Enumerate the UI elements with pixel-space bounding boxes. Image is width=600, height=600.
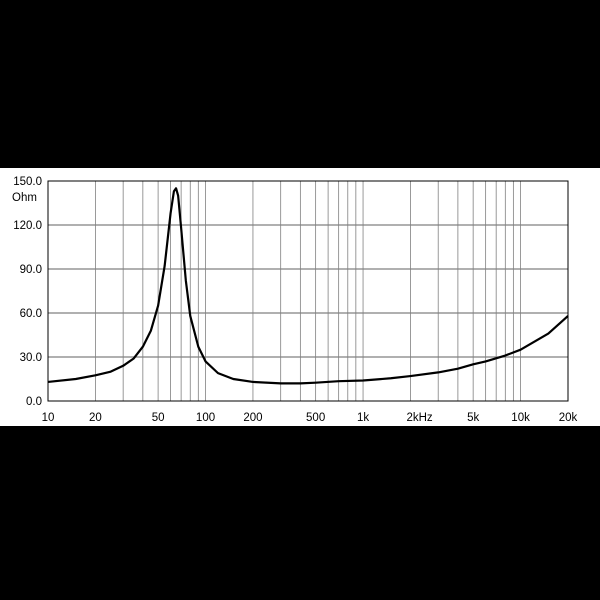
x-tick-label: 50 xyxy=(152,412,165,424)
x-tick-label: 500 xyxy=(306,412,325,424)
grid-layer xyxy=(48,181,568,401)
x-tick-label: 10 xyxy=(42,412,55,424)
y-tick-label: 60.0 xyxy=(20,308,42,320)
x-tick-label: 100 xyxy=(196,412,215,424)
x-tick-label: 200 xyxy=(243,412,262,424)
impedance-curve xyxy=(47,187,569,385)
label-layer: 0.0 30.0 60.0 90.0 120.0 150.0 Ohm 10 20 50 100 200… xyxy=(12,176,578,424)
y-tick-label: 150.0 xyxy=(13,176,42,188)
y-tick-label: 30.0 xyxy=(20,352,42,364)
x-tick-label: 20k xyxy=(559,412,578,424)
x-tick-label: 1k xyxy=(357,412,369,424)
y-tick-label: 120.0 xyxy=(13,220,42,232)
chart-panel: 0.0 30.0 60.0 90.0 120.0 150.0 Ohm 10 20 50 100 200… xyxy=(0,168,600,426)
x-tick-label: 20 xyxy=(89,412,102,424)
plot-frame xyxy=(47,180,569,402)
y-unit-label: Ohm xyxy=(12,192,37,204)
y-tick-label: 90.0 xyxy=(20,264,42,276)
x-tick-label: 2kHz xyxy=(406,412,432,424)
impedance-chart: 0.0 30.0 60.0 90.0 120.0 150.0 Ohm 10 20 50 100 200… xyxy=(12,176,578,424)
x-tick-label: 5k xyxy=(467,412,479,424)
x-tick-label: 10k xyxy=(511,412,530,424)
y-tick-label: 0.0 xyxy=(26,396,42,408)
